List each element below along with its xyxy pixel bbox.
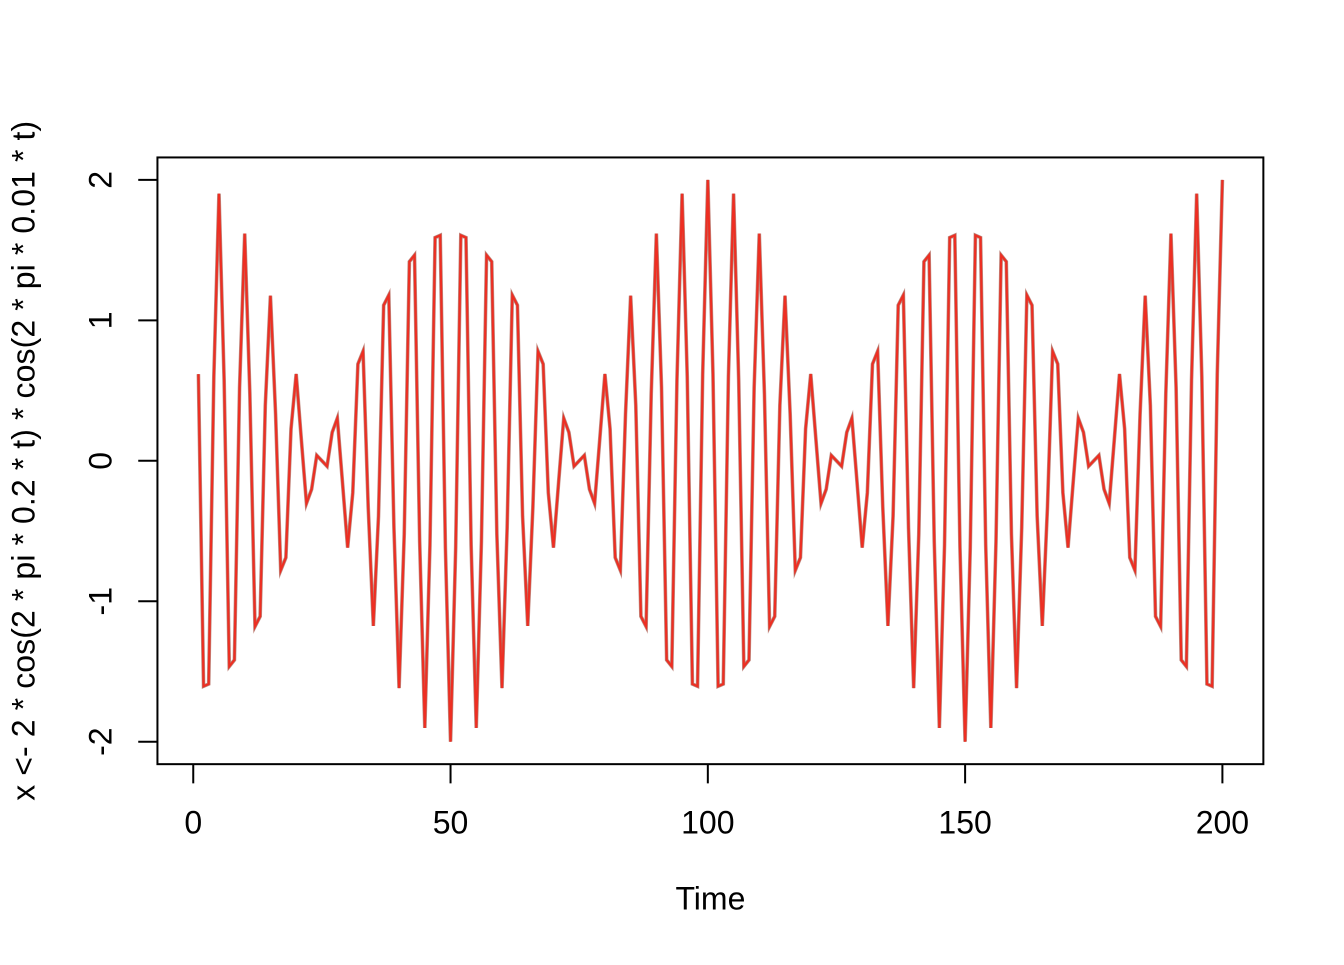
svg-text:150: 150 bbox=[938, 805, 991, 841]
svg-text:1: 1 bbox=[82, 311, 118, 329]
svg-text:100: 100 bbox=[681, 805, 734, 841]
svg-text:200: 200 bbox=[1196, 805, 1249, 841]
svg-text:-1: -1 bbox=[82, 587, 118, 615]
svg-text:x <- 2 * cos(2 * pi * 0.2 * t): x <- 2 * cos(2 * pi * 0.2 * t) * cos(2 *… bbox=[6, 121, 42, 801]
svg-text:Time: Time bbox=[675, 881, 745, 917]
svg-text:-2: -2 bbox=[82, 727, 118, 755]
svg-text:0: 0 bbox=[184, 805, 202, 841]
svg-text:2: 2 bbox=[82, 171, 118, 189]
svg-text:50: 50 bbox=[433, 805, 469, 841]
svg-text:0: 0 bbox=[82, 452, 118, 470]
